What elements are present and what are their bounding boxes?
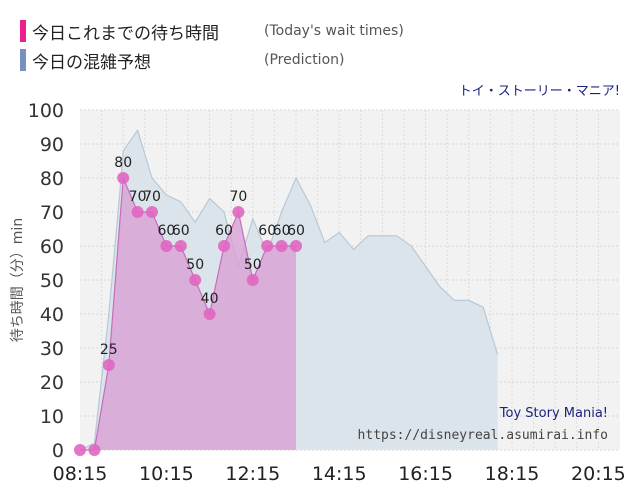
data-label: 60	[157, 223, 175, 239]
today-area	[80, 178, 296, 450]
x-tick-label: 08:15	[53, 463, 108, 485]
data-label: 70	[129, 189, 147, 205]
today-point	[131, 206, 144, 218]
x-tick-label: 18:15	[485, 463, 540, 485]
credit-url: https://disneyreal.asumirai.info	[357, 428, 608, 443]
data-label: 60	[172, 223, 190, 239]
today-point	[146, 206, 158, 218]
x-tick-label: 20:15	[571, 463, 626, 485]
x-tick-label: 16:15	[398, 463, 453, 485]
legend-today: 今日これまでの待ち時間 (Today's wait times)	[20, 19, 404, 44]
legend-today-swatch	[20, 20, 26, 42]
attraction-name: トイ・ストーリー・マニア!	[458, 84, 620, 99]
y-tick-label: 70	[40, 202, 64, 224]
today-point	[117, 172, 130, 184]
today-point	[290, 240, 302, 252]
data-label: 60	[273, 223, 291, 239]
today-line	[80, 177, 296, 451]
y-tick-label: 0	[52, 440, 64, 462]
x-tick-label: 10:15	[139, 463, 194, 485]
x-tick-label: 12:15	[225, 463, 280, 485]
y-tick-label: 80	[40, 168, 64, 190]
y-tick-label: 50	[40, 270, 64, 292]
today-point	[102, 359, 115, 371]
data-label: 60	[287, 223, 305, 239]
legend-prediction: 今日の混雑予想 (Prediction)	[20, 48, 345, 73]
data-label: 40	[201, 291, 219, 307]
legend-prediction-swatch	[20, 49, 26, 71]
y-tick-label: 30	[40, 338, 64, 360]
today-point	[232, 206, 245, 218]
today-point	[203, 308, 216, 320]
credit-title: Toy Story Mania!	[499, 406, 608, 421]
today-point	[261, 240, 274, 252]
y-tick-label: 90	[40, 134, 64, 156]
data-label: 60	[215, 223, 233, 239]
y-axis-label: 待ち時間（分）min	[10, 218, 26, 342]
today-point	[88, 444, 101, 456]
prediction-line	[79, 129, 499, 451]
y-tick-label: 20	[40, 372, 64, 394]
legend: 今日これまでの待ち時間 (Today's wait times) 今日の混雑予想…	[0, 0, 640, 80]
data-label: 60	[258, 223, 276, 239]
today-point	[174, 240, 187, 252]
legend-today-sublabel: (Today's wait times)	[264, 23, 404, 39]
y-tick-label: 10	[40, 406, 64, 428]
y-tick-label: 60	[40, 236, 64, 258]
data-label: 50	[186, 257, 204, 273]
data-label: 70	[229, 189, 247, 205]
today-point	[218, 240, 230, 252]
today-point	[189, 274, 202, 286]
data-label: 80	[114, 155, 132, 171]
legend-prediction-label: 今日の混雑予想	[32, 52, 151, 73]
today-point	[275, 240, 288, 252]
x-tick-label: 14:15	[312, 463, 367, 485]
today-point	[74, 444, 86, 456]
data-label: 70	[143, 189, 161, 205]
data-label: 50	[244, 257, 262, 273]
legend-prediction-sublabel: (Prediction)	[264, 52, 345, 68]
y-tick-label: 100	[28, 100, 64, 122]
today-point	[160, 240, 173, 252]
y-tick-label: 40	[40, 304, 64, 326]
legend-today-label: 今日これまでの待ち時間	[32, 23, 219, 44]
data-label: 25	[100, 342, 118, 358]
today-point	[246, 274, 259, 286]
